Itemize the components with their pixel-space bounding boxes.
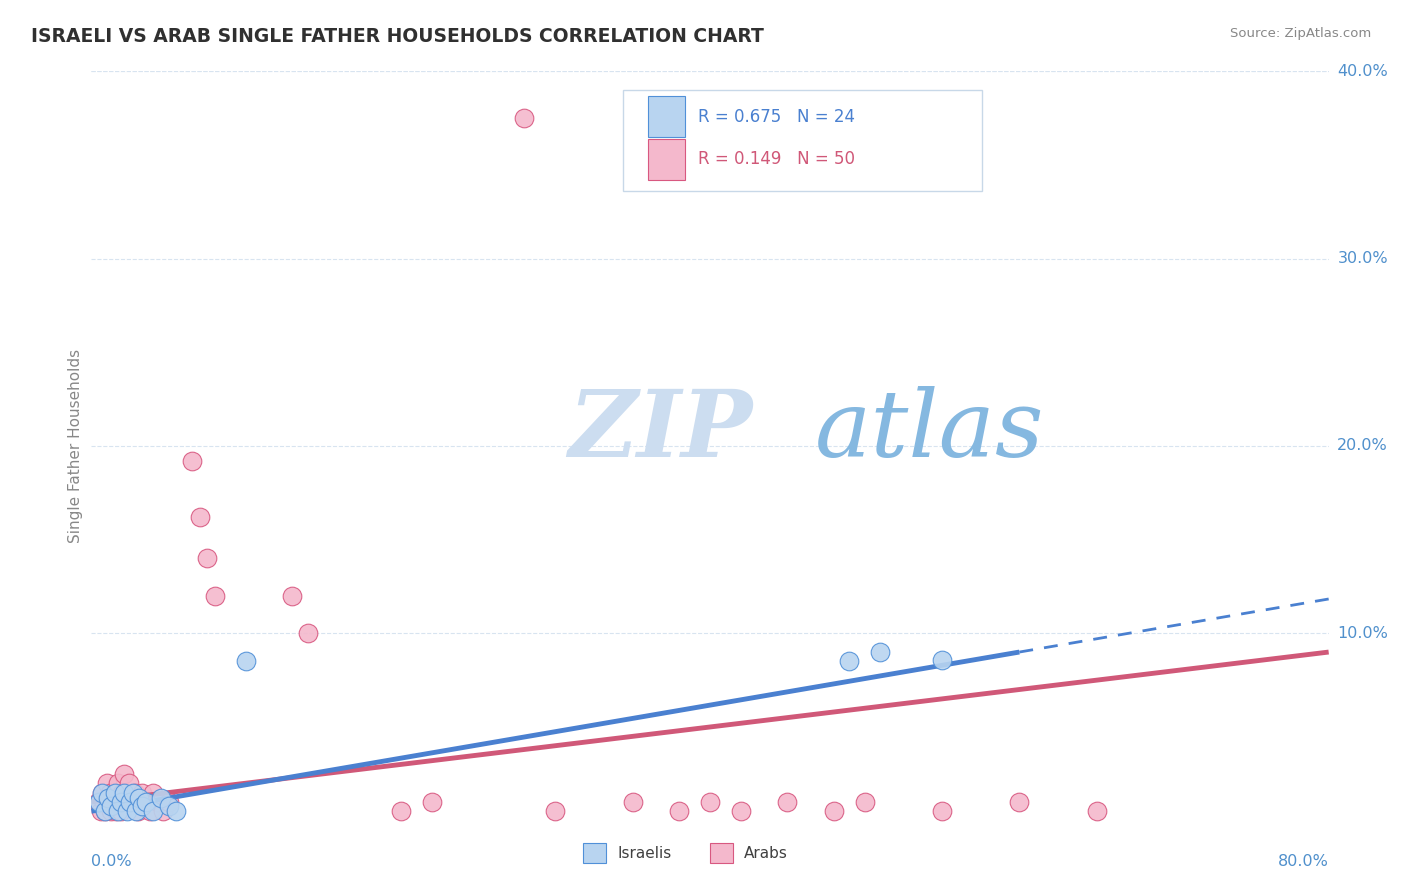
Point (135, 795, 157, 809)
Point (931, 805, 953, 819)
Point (101, 795, 124, 809)
Point (105, 805, 128, 819)
Point (281, 589, 304, 603)
Point (544, 805, 567, 819)
Text: ISRAELI VS ARAB SINGLE FATHER HOUSEHOLDS CORRELATION CHART: ISRAELI VS ARAB SINGLE FATHER HOUSEHOLDS… (31, 27, 763, 45)
Point (621, 795, 644, 809)
Point (121, 795, 143, 809)
Point (146, 795, 169, 809)
Point (98, 786, 121, 799)
Point (94, 805, 117, 819)
Text: atlas: atlas (815, 386, 1045, 476)
Text: 40.0%: 40.0% (1337, 64, 1388, 78)
Point (513, 112, 536, 126)
Point (204, 589, 226, 603)
Point (152, 805, 174, 819)
Text: 30.0%: 30.0% (1337, 252, 1388, 266)
Point (112, 786, 135, 799)
Point (150, 791, 172, 805)
Point (235, 655, 257, 669)
Point (108, 795, 131, 809)
Point (931, 652, 953, 666)
Point (157, 798, 180, 813)
FancyBboxPatch shape (648, 96, 685, 137)
Point (124, 786, 146, 799)
Point (114, 795, 136, 809)
FancyBboxPatch shape (623, 90, 983, 191)
Text: 80.0%: 80.0% (1278, 855, 1329, 870)
Point (1085, 805, 1108, 819)
Point (107, 776, 129, 790)
Point (87, 795, 111, 809)
Text: 10.0%: 10.0% (1337, 626, 1388, 640)
Point (128, 791, 150, 805)
Text: Israelis: Israelis (617, 846, 672, 861)
Point (131, 798, 153, 813)
Point (112, 766, 135, 781)
Text: 20.0%: 20.0% (1337, 439, 1388, 453)
Text: 0.0%: 0.0% (91, 855, 132, 870)
Point (97, 791, 120, 805)
Point (188, 510, 211, 524)
Point (120, 795, 141, 809)
Point (100, 798, 122, 813)
Point (125, 805, 148, 819)
Point (122, 786, 145, 799)
Point (823, 805, 845, 819)
Point (127, 805, 149, 819)
Point (115, 805, 138, 819)
Point (94, 805, 117, 819)
Text: R = 0.675   N = 24: R = 0.675 N = 24 (697, 108, 855, 126)
Point (86, 795, 108, 809)
Text: R = 0.149   N = 50: R = 0.149 N = 50 (697, 151, 855, 169)
Point (166, 805, 188, 819)
Point (195, 551, 219, 566)
Point (853, 795, 876, 809)
Point (93, 795, 115, 809)
Y-axis label: Single Father Households: Single Father Households (67, 349, 83, 543)
Point (90, 805, 112, 819)
Point (104, 786, 127, 799)
Point (157, 795, 180, 809)
Point (668, 805, 690, 819)
Point (97, 795, 120, 809)
Point (110, 805, 132, 819)
Point (96, 776, 118, 790)
Point (776, 795, 799, 809)
Point (180, 454, 202, 468)
Point (838, 655, 860, 669)
Point (420, 795, 443, 809)
Point (869, 645, 891, 659)
Point (142, 786, 165, 799)
Point (389, 805, 412, 819)
Text: ZIP: ZIP (568, 386, 752, 476)
Point (135, 795, 157, 809)
Point (104, 786, 127, 799)
Point (1008, 795, 1031, 809)
Point (699, 795, 721, 809)
Point (730, 805, 752, 819)
Point (111, 786, 134, 799)
Point (91, 786, 114, 799)
Point (117, 776, 139, 790)
Point (107, 805, 129, 819)
Point (139, 805, 162, 819)
Point (131, 786, 153, 799)
Point (297, 626, 319, 640)
Point (100, 805, 122, 819)
Point (91, 786, 114, 799)
Text: Source: ZipAtlas.com: Source: ZipAtlas.com (1230, 27, 1371, 40)
FancyBboxPatch shape (648, 139, 685, 180)
Point (110, 795, 132, 809)
Point (142, 805, 165, 819)
Text: Arabs: Arabs (744, 846, 787, 861)
